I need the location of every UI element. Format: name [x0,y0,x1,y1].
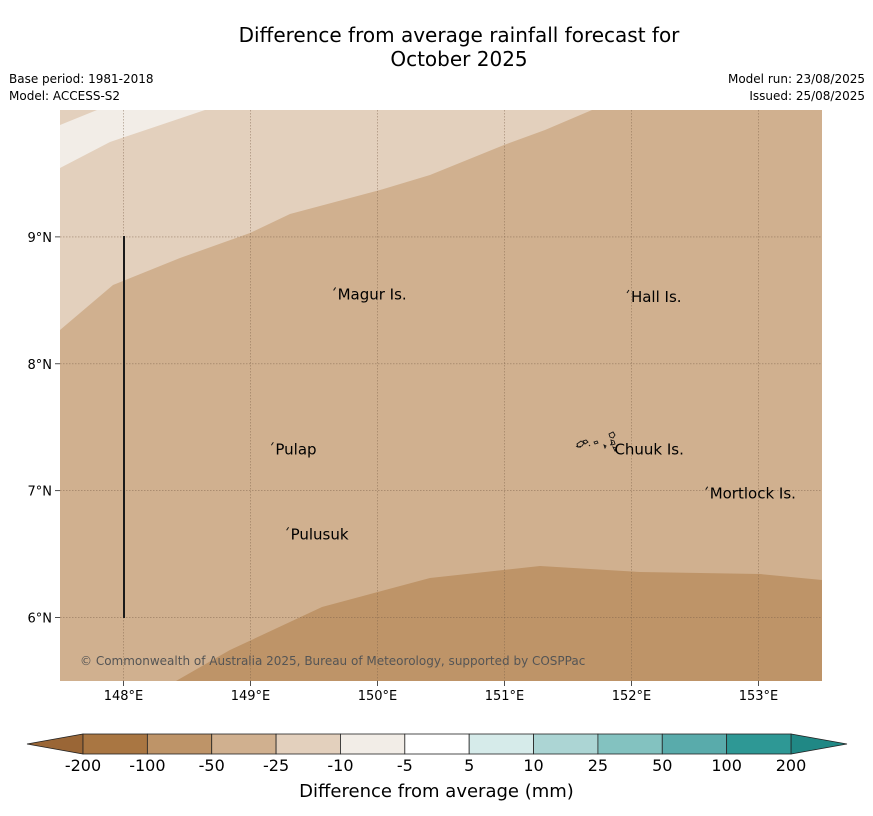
colorbar-tick-label: -100 [129,756,166,775]
map-title: Difference from average rainfall forecas… [0,23,873,71]
copyright-notice: © Commonwealth of Australia 2025, Bureau… [80,654,585,668]
island-outline [626,289,630,294]
axis-tick-labels: 148°E 149°E 150°E 151°E 152°E 153°E 9°N 8°N 7°N 6… [28,231,779,704]
place-label: Pulap [275,440,316,458]
island-outline [270,441,274,446]
island-outline [610,441,613,446]
place-label: Chuuk Is. [614,440,683,458]
title-line-2: October 2025 [390,47,528,71]
colorbar [26,733,848,755]
colorbar-tick-label: -5 [396,756,413,775]
colorbar-swatch [661,733,728,755]
lat-tick-label: 8°N [28,358,53,373]
colorbar-tick-label: -25 [263,756,290,775]
colorbar-over-arrow [790,733,848,755]
lon-tick-label: 153°E [739,689,779,704]
lat-tick-label: 9°N [28,231,53,246]
colorbar-tick-labels: -200 -100 -50 -25 -10 -5 5 10 25 50 100 200 [0,756,873,776]
meta-left: Base period: 1981-2018 Model: ACCESS-S2 [9,71,154,105]
lon-tick-label: 152°E [612,689,652,704]
colorbar-tick-label: 50 [652,756,673,775]
lat-tick-label: 6°N [28,612,53,627]
colorbar-tick-label: 100 [711,756,742,775]
island-outline [705,486,709,490]
colorbar-swatch [468,733,534,755]
colorbar-tick-label: 25 [587,756,609,775]
colorbar-tick-label: 5 [464,756,475,775]
colorbar-tick-label: -200 [64,756,102,775]
colorbar-swatch [404,733,470,755]
colorbar-swatch [82,733,148,755]
lon-tick-label: 149°E [231,689,271,704]
lon-tick-label: 148°E [104,689,144,704]
colorbar-swatch [726,733,792,755]
island-outline [286,526,290,531]
colorbar-swatch [211,733,277,755]
place-label: Hall Is. [631,288,682,306]
colorbar-tick-label: 10 [523,756,544,775]
place-label: Mortlock Is. [710,485,796,503]
colorbar-swatch [340,733,406,755]
issued-date: Issued: 25/08/2025 [749,89,865,103]
colorbar-swatch [146,733,213,755]
chuuk-islands-outline [575,431,617,453]
colorbar-tick-label: -10 [327,756,354,775]
title-line-1: Difference from average rainfall forecas… [238,23,680,47]
lat-tick-label: 7°N [28,485,53,500]
colorbar-tick-label: -50 [198,756,225,775]
colorbar-under-arrow [26,733,84,755]
region-minus-25 [60,110,592,330]
region-minus-100 [176,566,822,681]
base-period: Base period: 1981-2018 [9,72,154,86]
model-name: Model: ACCESS-S2 [9,89,121,103]
lon-tick-label: 151°E [485,689,525,704]
colorbar-swatch [533,733,599,755]
place-label: Pulusuk [291,525,349,543]
colorbar-tick-label: 200 [775,756,807,775]
colorbar-label: Difference from average (mm) [299,781,574,802]
lon-tick-label: 150°E [358,689,398,704]
meta-right: Model run: 23/08/2025 Issued: 25/08/2025 [728,71,865,105]
colorbar-swatch [597,733,663,755]
place-label: Magur Is. [338,285,407,303]
model-run: Model run: 23/08/2025 [727,72,865,86]
island-outline [333,287,337,291]
map-panel [60,110,822,681]
colorbar-swatch [275,733,341,755]
region-minus-10 [60,110,205,168]
places: Magur Is. Hall Is. Pulap Chuuk Is. Mortlock … [270,285,796,543]
